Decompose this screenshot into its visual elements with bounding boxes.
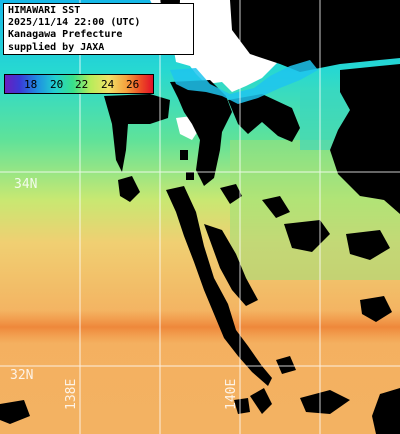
colorbar: 18 20 22 24 26 xyxy=(4,74,154,94)
lat-label-34n: 34N xyxy=(14,177,38,192)
colorbar-tick-22: 22 xyxy=(75,78,89,91)
colorbar-tick-26: 26 xyxy=(126,78,140,91)
title-line-4: supplied by JAXA xyxy=(8,41,105,53)
warm-band xyxy=(0,310,400,344)
colorbar-tick-20: 20 xyxy=(50,78,64,91)
lon-label-140e: 140E xyxy=(224,378,239,410)
lon-label-138e: 138E xyxy=(64,378,79,410)
title-box: HIMAWARI SST 2025/11/14 22:00 (UTC) Kana… xyxy=(3,3,194,55)
title-line-3: Kanagawa Prefecture xyxy=(8,29,123,41)
title-line-2: 2025/11/14 22:00 (UTC) xyxy=(8,17,141,29)
colorbar-tick-18: 18 xyxy=(24,78,38,91)
title-line-1: HIMAWARI SST xyxy=(8,5,81,16)
lat-label-32n: 32N xyxy=(10,368,34,383)
coastal-cool-water xyxy=(170,60,318,104)
colorbar-tick-24: 24 xyxy=(101,78,115,91)
